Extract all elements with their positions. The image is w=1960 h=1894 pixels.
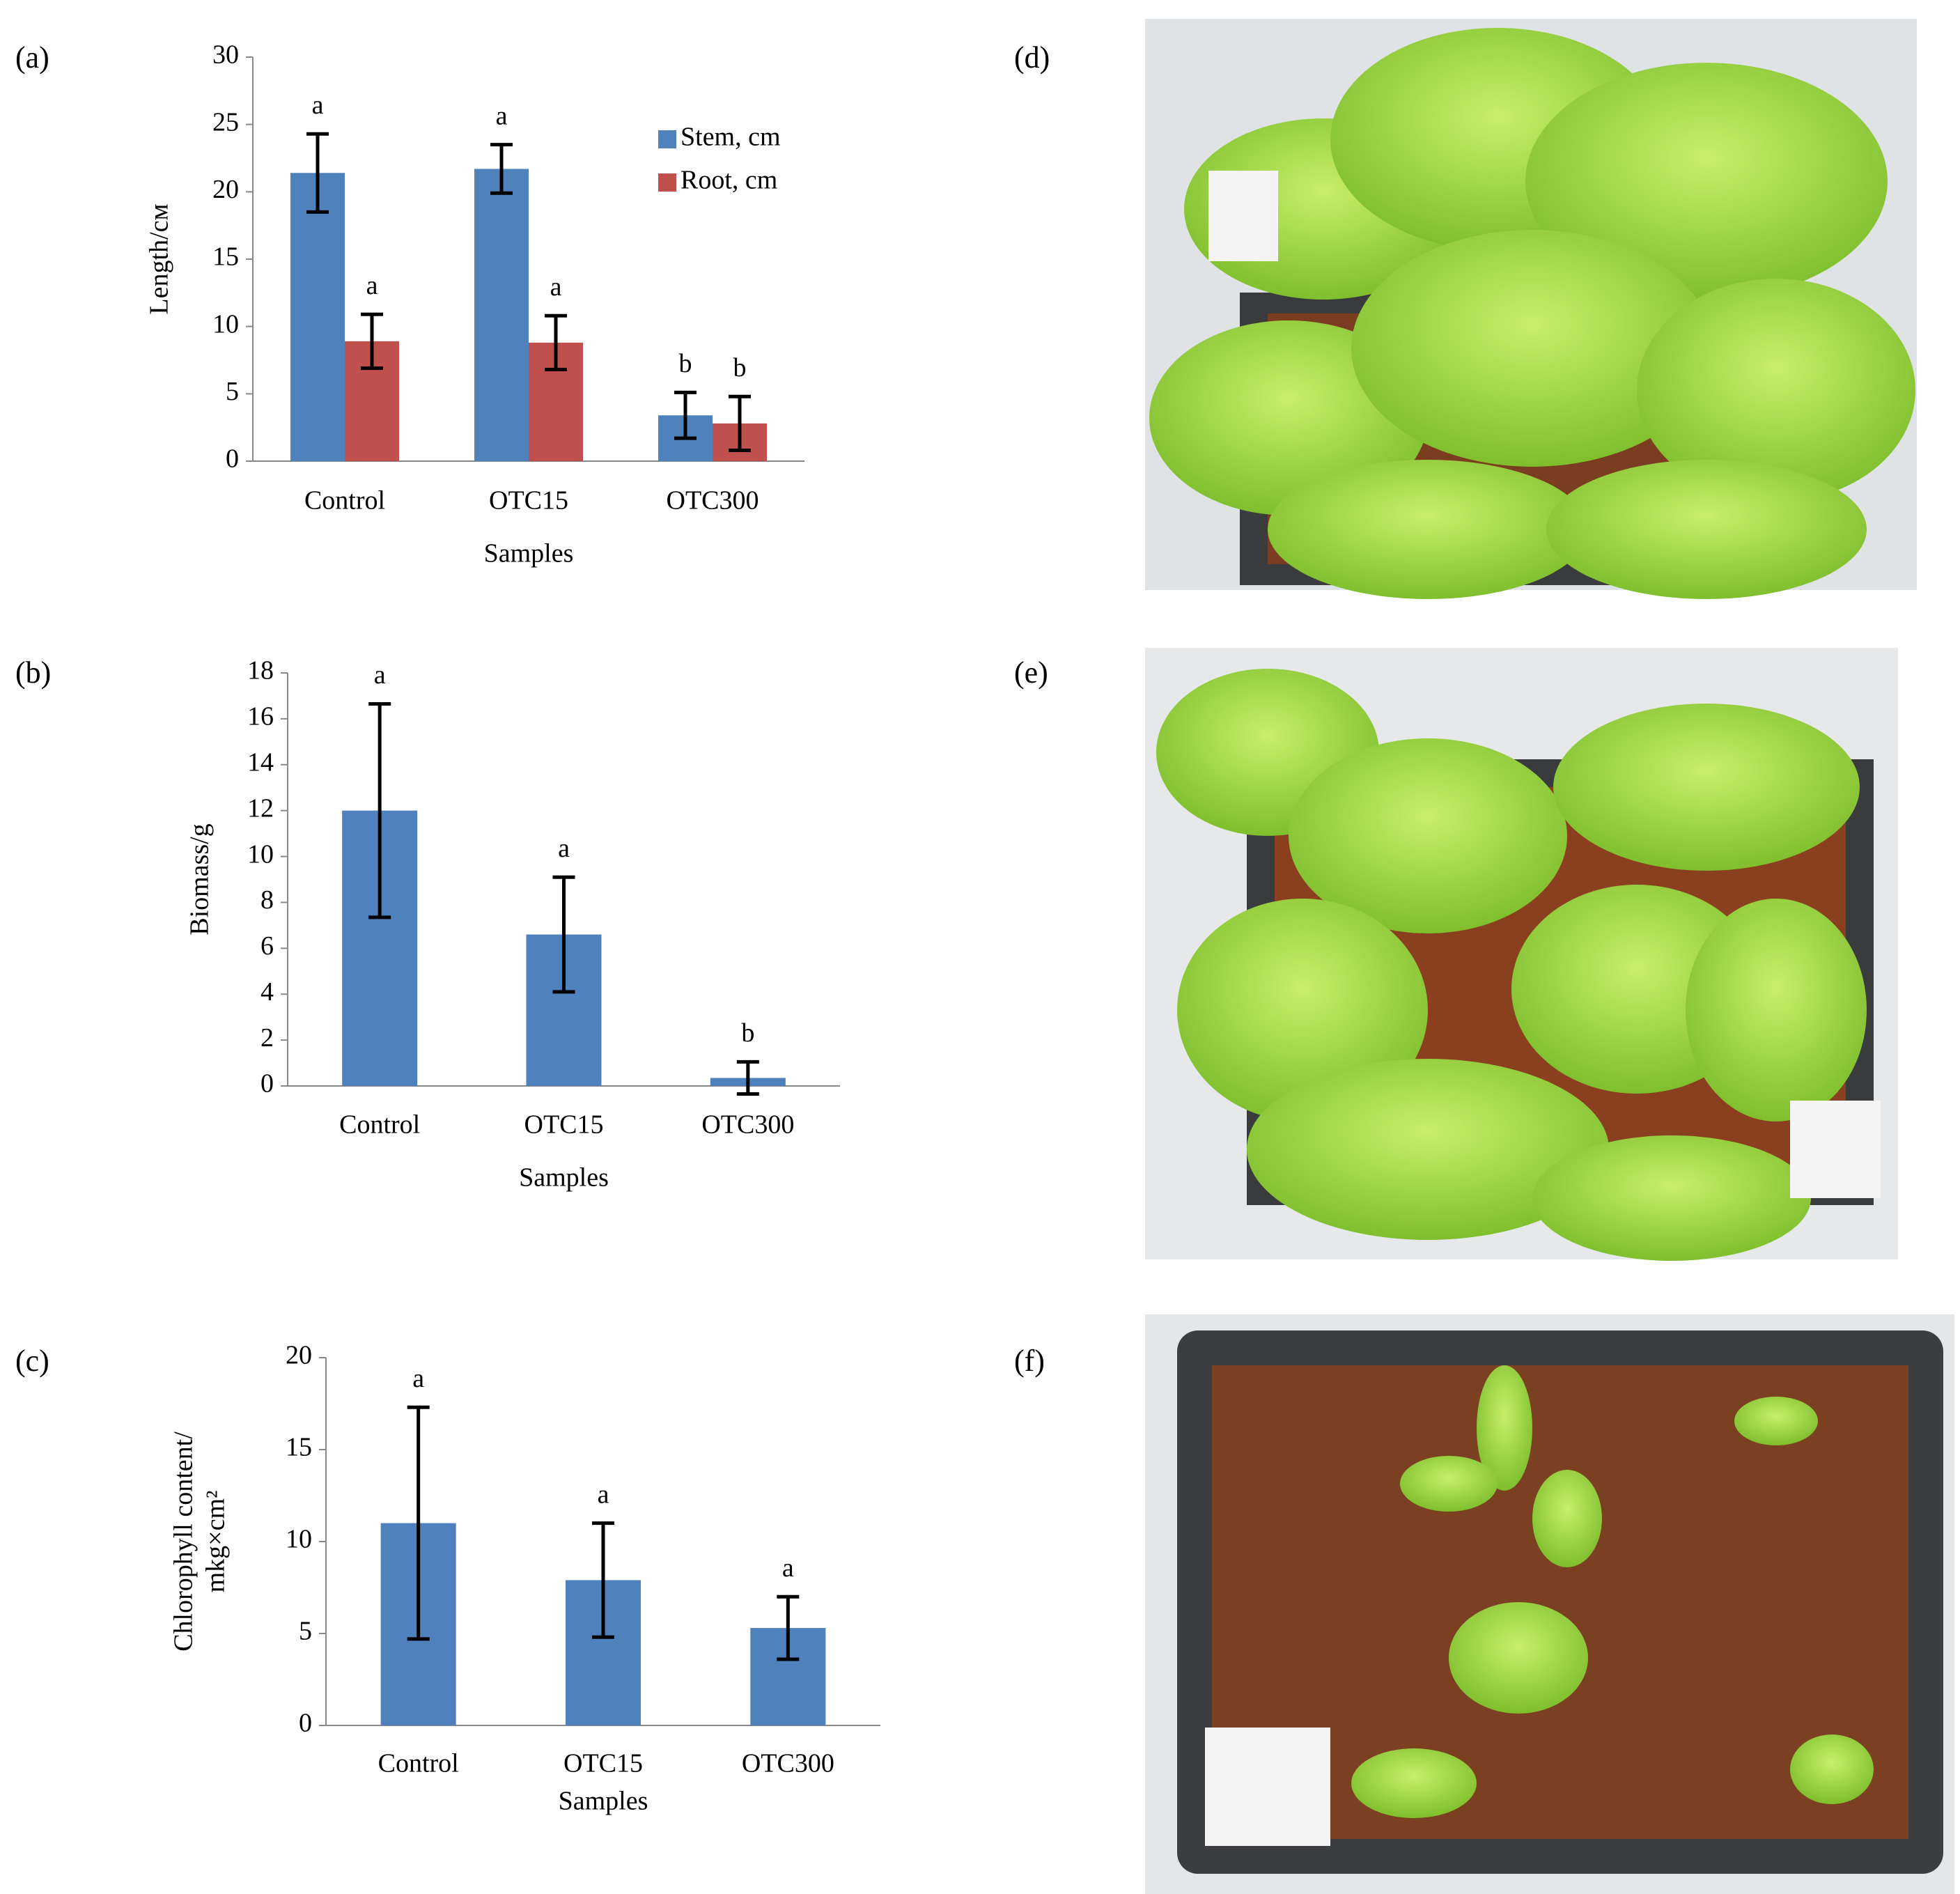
- y-tick-label: 15: [212, 242, 239, 272]
- y-tick-label: 14: [247, 747, 274, 777]
- error-bar: [361, 312, 383, 371]
- error-bar: [777, 1594, 800, 1661]
- error-bar: [674, 390, 697, 440]
- error-bar: [490, 143, 513, 195]
- y-tick-label: 5: [226, 377, 239, 406]
- panel-label: (b): [15, 655, 51, 690]
- significance-label: a: [782, 1553, 794, 1583]
- x-tick-label: OTC15: [489, 486, 568, 515]
- y-axis-label: Biomass/g: [185, 823, 215, 935]
- x-tick-label: OTC15: [563, 1749, 643, 1778]
- photo-d: [1145, 19, 1917, 599]
- legend-swatch: [658, 173, 676, 192]
- significance-label: a: [550, 272, 562, 302]
- significance-label: a: [496, 101, 508, 130]
- x-tick-label: OTC300: [742, 1749, 834, 1778]
- x-tick-label: Control: [378, 1749, 459, 1778]
- y-axis-label: Length/см: [145, 203, 174, 314]
- x-tick-label: Control: [339, 1110, 420, 1140]
- y-tick-label: 12: [247, 793, 274, 823]
- y-tick-label: 0: [226, 444, 239, 474]
- y-tick-label: 0: [260, 1069, 274, 1099]
- y-tick-label: 10: [247, 839, 274, 869]
- significance-label: a: [374, 660, 386, 690]
- y-tick-label: 4: [260, 977, 274, 1007]
- y-tick-label: 2: [260, 1023, 274, 1053]
- x-axis-label: Samples: [519, 1163, 609, 1193]
- error-bar: [407, 1405, 430, 1641]
- y-tick-label: 5: [299, 1617, 312, 1646]
- error-bar: [368, 701, 391, 919]
- bar: [474, 169, 529, 461]
- error-bar: [545, 313, 567, 372]
- x-tick-label: OTC300: [667, 486, 759, 515]
- error-bar: [592, 1521, 614, 1639]
- significance-label: b: [733, 353, 747, 382]
- y-tick-label: 20: [286, 1341, 312, 1370]
- y-tick-label: 10: [286, 1525, 312, 1554]
- y-tick-label: 30: [212, 40, 239, 70]
- significance-label: b: [741, 1018, 754, 1048]
- significance-label: a: [558, 834, 570, 863]
- x-axis-label: Samples: [484, 539, 574, 568]
- y-tick-label: 6: [260, 931, 274, 961]
- y-tick-label: 8: [260, 885, 274, 915]
- panel-label: (c): [15, 1344, 49, 1378]
- bar: [290, 173, 345, 461]
- y-tick-label: 25: [212, 107, 239, 137]
- panel-label: (a): [15, 40, 49, 75]
- panel-label: (f): [1014, 1344, 1045, 1378]
- significance-label: a: [412, 1364, 424, 1393]
- y-axis-label: mkg×cm²: [201, 1491, 231, 1593]
- panel-label: (e): [1014, 655, 1048, 690]
- legend-swatch: [658, 130, 676, 148]
- y-tick-label: 20: [212, 175, 239, 204]
- x-axis-label: Samples: [559, 1787, 648, 1816]
- error-bar: [736, 1059, 759, 1096]
- significance-label: a: [598, 1480, 609, 1509]
- x-tick-label: Control: [304, 486, 385, 515]
- significance-label: a: [366, 271, 378, 300]
- y-tick-label: 0: [299, 1709, 312, 1738]
- x-tick-label: OTC15: [524, 1110, 604, 1140]
- photo-f: [1145, 1314, 1954, 1894]
- significance-label: b: [679, 349, 692, 378]
- significance-label: a: [312, 91, 324, 120]
- error-bar: [552, 875, 575, 994]
- legend-label: Stem, cm: [680, 123, 781, 152]
- panel-label: (d): [1014, 40, 1050, 75]
- y-tick-label: 18: [247, 656, 274, 685]
- photo-e: [1145, 648, 1898, 1261]
- error-bar: [306, 132, 329, 214]
- y-axis-label: Chlorophyll content/: [169, 1431, 199, 1652]
- y-tick-label: 10: [212, 309, 239, 339]
- error-bar: [729, 394, 751, 453]
- y-tick-label: 15: [286, 1433, 312, 1462]
- legend-label: Root, cm: [680, 166, 777, 195]
- y-tick-label: 16: [247, 702, 274, 731]
- x-tick-label: OTC300: [701, 1110, 794, 1140]
